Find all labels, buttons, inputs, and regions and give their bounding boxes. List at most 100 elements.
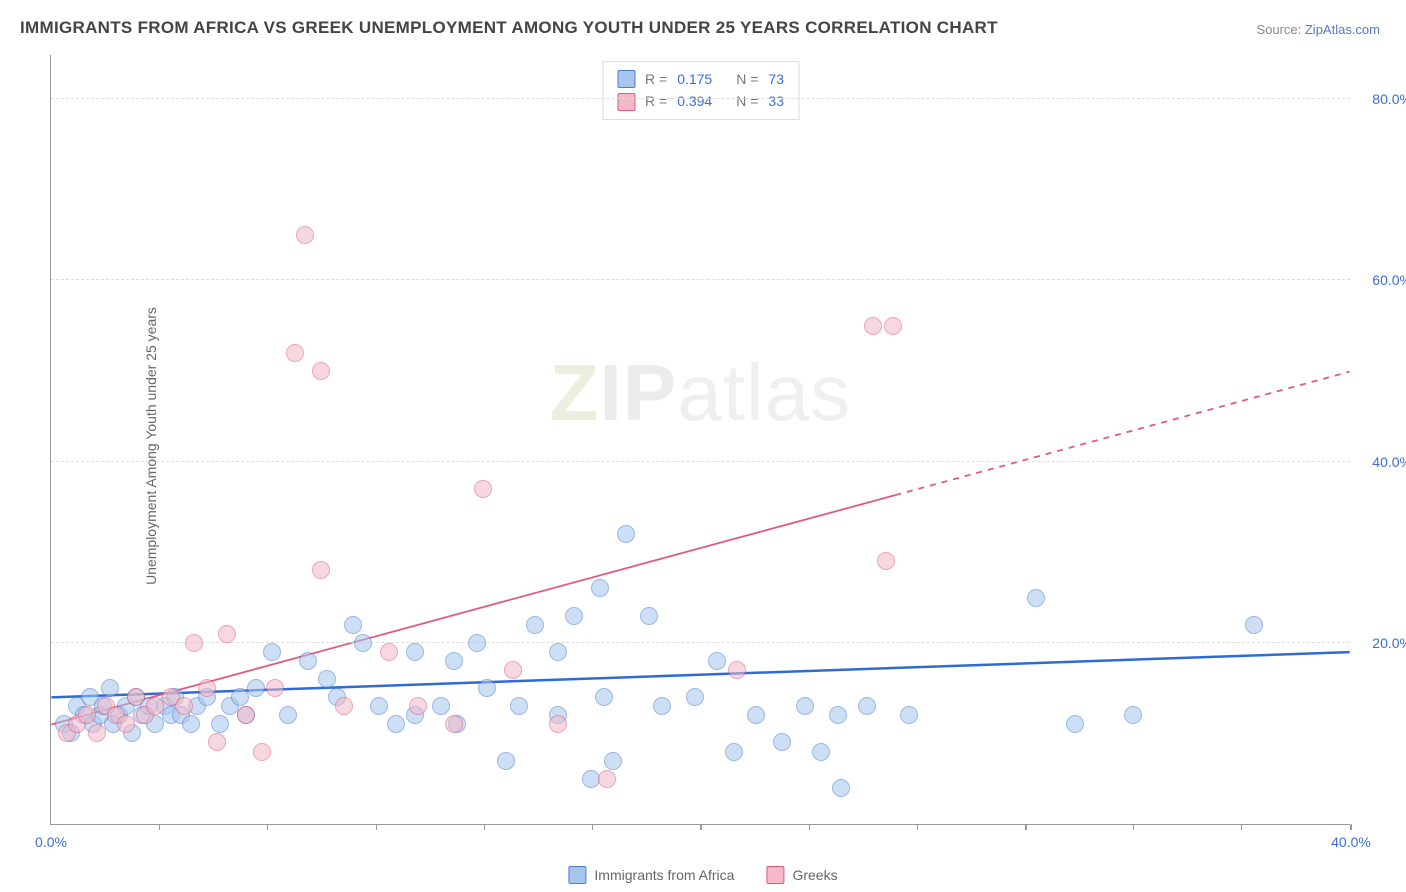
data-point (474, 480, 492, 498)
data-point (198, 679, 216, 697)
data-point (312, 362, 330, 380)
data-point (747, 706, 765, 724)
data-point (286, 344, 304, 362)
legend-label: Immigrants from Africa (594, 867, 734, 883)
data-point (409, 697, 427, 715)
data-point (370, 697, 388, 715)
data-point (266, 679, 284, 697)
x-tick-minor (159, 825, 160, 830)
data-point (380, 643, 398, 661)
data-point (296, 226, 314, 244)
data-point (318, 670, 336, 688)
data-point (708, 652, 726, 670)
data-point (864, 317, 882, 335)
data-point (344, 616, 362, 634)
data-point (335, 697, 353, 715)
data-point (78, 706, 96, 724)
watermark-atlas: atlas (677, 348, 851, 437)
legend-swatch (766, 866, 784, 884)
x-tick-minor (376, 825, 377, 830)
data-point (653, 697, 671, 715)
x-tick (1351, 824, 1352, 830)
data-point (829, 706, 847, 724)
x-tick-minor (917, 825, 918, 830)
data-point (549, 715, 567, 733)
data-point (877, 552, 895, 570)
data-point (211, 715, 229, 733)
x-tick-minor (267, 825, 268, 830)
data-point (686, 688, 704, 706)
grid-line (51, 642, 1350, 643)
legend-label: Greeks (792, 867, 837, 883)
data-point (468, 634, 486, 652)
data-point (526, 616, 544, 634)
data-point (604, 752, 622, 770)
data-point (406, 643, 424, 661)
data-point (565, 607, 583, 625)
grid-line (51, 279, 1350, 280)
data-point (812, 743, 830, 761)
data-point (387, 715, 405, 733)
data-point (182, 715, 200, 733)
data-point (445, 715, 463, 733)
data-point (127, 688, 145, 706)
series-legend-item: Immigrants from Africa (568, 866, 734, 884)
x-tick-minor (1350, 825, 1351, 830)
data-point (231, 688, 249, 706)
data-point (237, 706, 255, 724)
data-point (728, 661, 746, 679)
y-tick-label: 20.0% (1372, 635, 1406, 651)
data-point (617, 525, 635, 543)
grid-line (51, 98, 1350, 99)
data-point (1066, 715, 1084, 733)
data-point (117, 715, 135, 733)
data-point (146, 697, 164, 715)
data-point (279, 706, 297, 724)
data-point (796, 697, 814, 715)
data-point (445, 652, 463, 670)
source-prefix: Source: (1256, 22, 1304, 37)
y-tick-label: 60.0% (1372, 272, 1406, 288)
watermark-z: Z (550, 348, 600, 437)
x-tick-label: 0.0% (35, 834, 67, 850)
data-point (1124, 706, 1142, 724)
series-legend-item: Greeks (766, 866, 837, 884)
data-point (900, 706, 918, 724)
data-point (832, 779, 850, 797)
data-point (247, 679, 265, 697)
legend-row: R = 0.175 N = 73 (617, 68, 784, 90)
legend-swatch (617, 93, 635, 111)
n-value: 73 (768, 68, 784, 90)
y-tick-label: 40.0% (1372, 454, 1406, 470)
x-tick-minor (809, 825, 810, 830)
data-point (497, 752, 515, 770)
n-label: N = (736, 68, 758, 90)
data-point (858, 697, 876, 715)
r-label: R = (645, 68, 667, 90)
chart-title: IMMIGRANTS FROM AFRICA VS GREEK UNEMPLOY… (20, 18, 998, 38)
data-point (640, 607, 658, 625)
x-tick-label: 40.0% (1331, 834, 1371, 850)
series-legend: Immigrants from Africa Greeks (568, 866, 837, 884)
scatter-plot: ZIPatlas R =0.175N =73R =0.394N =33 20.0… (50, 55, 1350, 825)
r-value: 0.394 (677, 90, 712, 112)
data-point (299, 652, 317, 670)
x-tick-minor (1241, 825, 1242, 830)
x-tick (1026, 824, 1027, 830)
legend-swatch (568, 866, 586, 884)
x-tick-minor (592, 825, 593, 830)
x-tick-minor (700, 825, 701, 830)
legend-row: R =0.394N =33 (617, 90, 784, 112)
source-link[interactable]: ZipAtlas.com (1305, 22, 1380, 37)
data-point (354, 634, 372, 652)
n-value: 33 (768, 90, 784, 112)
x-tick-minor (484, 825, 485, 830)
data-point (510, 697, 528, 715)
data-point (725, 743, 743, 761)
data-point (88, 724, 106, 742)
data-point (253, 743, 271, 761)
r-value: 0.175 (677, 68, 712, 90)
n-label: N = (736, 90, 758, 112)
data-point (101, 679, 119, 697)
source-attribution: Source: ZipAtlas.com (1256, 22, 1380, 37)
